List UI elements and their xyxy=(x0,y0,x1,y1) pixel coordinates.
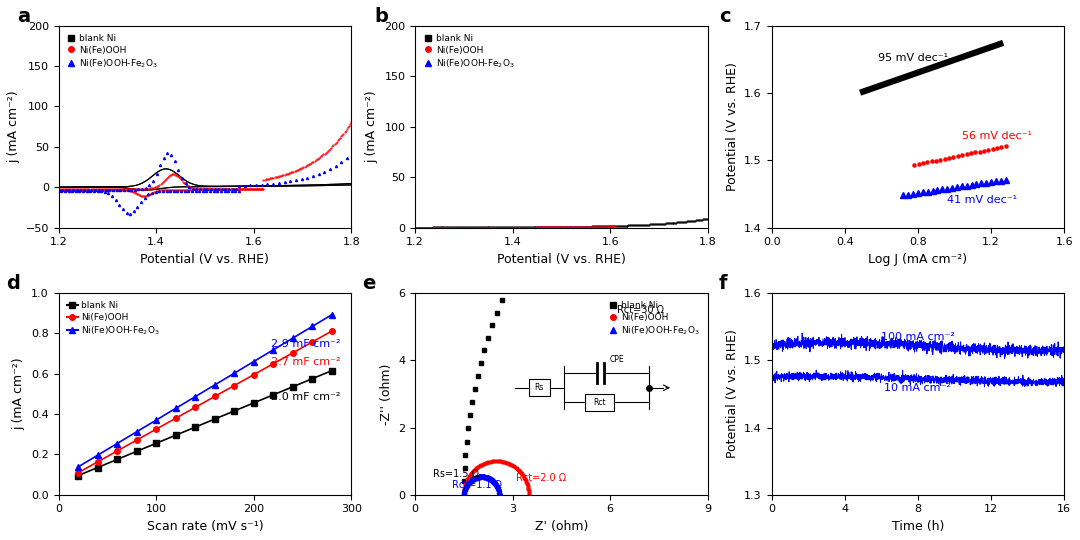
Text: f: f xyxy=(719,274,728,293)
Text: 2.9 mF cm⁻²: 2.9 mF cm⁻² xyxy=(271,340,341,349)
Text: 2.0 mF cm⁻²: 2.0 mF cm⁻² xyxy=(271,392,340,402)
Legend: blank Ni, Ni(Fe)OOH, Ni(Fe)OOH-Fe$_2$O$_3$: blank Ni, Ni(Fe)OOH, Ni(Fe)OOH-Fe$_2$O$_… xyxy=(63,298,164,341)
Text: a: a xyxy=(17,6,30,26)
Text: Rct=30 Ω: Rct=30 Ω xyxy=(617,305,664,315)
Legend: blank Ni, Ni(Fe)OOH, Ni(Fe)OOH-Fe$_2$O$_3$: blank Ni, Ni(Fe)OOH, Ni(Fe)OOH-Fe$_2$O$_… xyxy=(63,30,162,73)
Text: Rct=1.1 Ω: Rct=1.1 Ω xyxy=(453,480,502,490)
Text: 56 mV dec⁻¹: 56 mV dec⁻¹ xyxy=(962,131,1031,141)
X-axis label: Time (h): Time (h) xyxy=(892,520,944,533)
Y-axis label: j (mA cm⁻²): j (mA cm⁻²) xyxy=(6,90,19,163)
Y-axis label: Potential (V vs. RHE): Potential (V vs. RHE) xyxy=(726,62,739,191)
X-axis label: Potential (V vs. RHE): Potential (V vs. RHE) xyxy=(140,253,269,266)
Y-axis label: j (mA cm⁻²): j (mA cm⁻²) xyxy=(13,357,26,430)
Text: d: d xyxy=(5,274,19,293)
Text: Rs=1.5 Ω: Rs=1.5 Ω xyxy=(433,469,478,480)
Y-axis label: Potential (V vs. RHE): Potential (V vs. RHE) xyxy=(726,329,739,458)
Legend: blank Ni, Ni(Fe)OOH, Ni(Fe)OOH-Fe$_2$O$_3$: blank Ni, Ni(Fe)OOH, Ni(Fe)OOH-Fe$_2$O$_… xyxy=(605,298,703,341)
Text: 41 mV dec⁻¹: 41 mV dec⁻¹ xyxy=(947,195,1017,205)
Text: c: c xyxy=(719,6,730,26)
Y-axis label: -Z'' (ohm): -Z'' (ohm) xyxy=(380,363,393,424)
Text: 10 mA cm⁻²: 10 mA cm⁻² xyxy=(885,383,951,394)
X-axis label: Scan rate (mV s⁻¹): Scan rate (mV s⁻¹) xyxy=(147,520,264,533)
Text: e: e xyxy=(363,274,376,293)
Legend: blank Ni, Ni(Fe)OOH, Ni(Fe)OOH-Fe$_2$O$_3$: blank Ni, Ni(Fe)OOH, Ni(Fe)OOH-Fe$_2$O$_… xyxy=(420,30,518,73)
Text: Rct=2.0 Ω: Rct=2.0 Ω xyxy=(516,472,566,483)
Y-axis label: j (mA cm⁻²): j (mA cm⁻²) xyxy=(366,90,379,163)
Text: 100 mA cm⁻²: 100 mA cm⁻² xyxy=(881,332,955,342)
Text: 95 mV dec⁻¹: 95 mV dec⁻¹ xyxy=(878,53,948,63)
X-axis label: Potential (V vs. RHE): Potential (V vs. RHE) xyxy=(497,253,625,266)
Text: 2.7 mF cm⁻²: 2.7 mF cm⁻² xyxy=(271,356,341,367)
X-axis label: Z' (ohm): Z' (ohm) xyxy=(535,520,589,533)
X-axis label: Log J (mA cm⁻²): Log J (mA cm⁻²) xyxy=(868,253,968,266)
Text: b: b xyxy=(374,6,388,26)
